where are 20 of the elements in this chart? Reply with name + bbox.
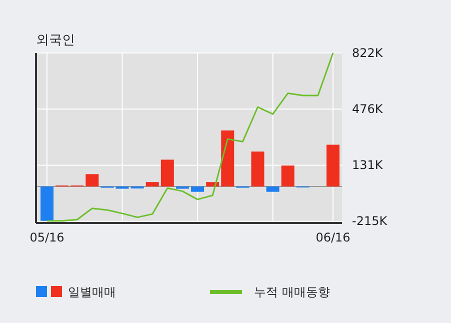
bar xyxy=(40,186,54,221)
bar xyxy=(326,144,340,186)
legend-label: 일별매매 xyxy=(68,285,116,299)
bar xyxy=(221,130,234,186)
bar xyxy=(160,160,174,186)
bar xyxy=(146,182,159,186)
bar xyxy=(191,186,204,192)
line-series xyxy=(46,52,334,222)
bar xyxy=(251,152,264,186)
bar xyxy=(266,186,280,192)
y-tick-label: 822K xyxy=(352,46,384,60)
x-tick-label: 05/16 xyxy=(30,230,64,245)
x-tick-label: 06/16 xyxy=(316,230,350,245)
legend-label: 누적 매매동향 xyxy=(254,285,330,299)
y-tick-label: 476K xyxy=(352,102,384,116)
y-tick-label: -215K xyxy=(352,214,388,228)
bar xyxy=(86,174,99,186)
bar xyxy=(281,166,294,186)
chart-title: 외국인 xyxy=(36,33,75,48)
y-tick-label: 131K xyxy=(352,158,384,172)
